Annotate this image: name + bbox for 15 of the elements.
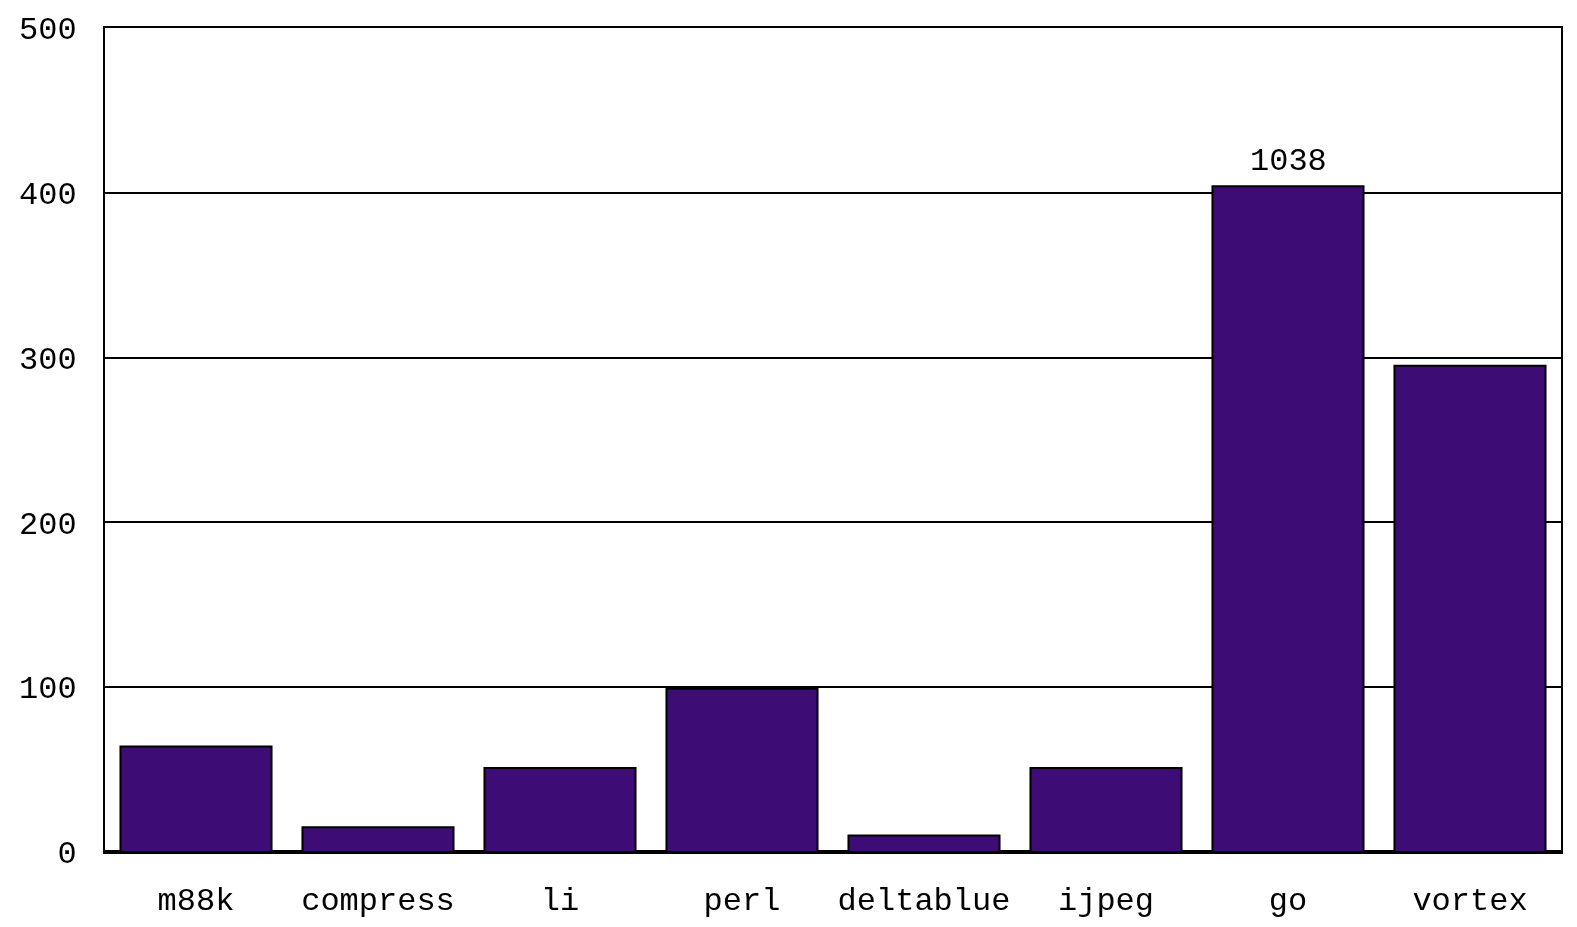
x-tick-label: ijpeg bbox=[1057, 883, 1155, 921]
y-tick-label: 400 bbox=[18, 177, 77, 214]
x-tick-label: go bbox=[1268, 883, 1308, 921]
x-tick-label: perl bbox=[703, 883, 781, 921]
y-tick-label: 500 bbox=[18, 12, 77, 50]
y-tick-label: 200 bbox=[18, 506, 77, 544]
y-tick-label: 100 bbox=[18, 671, 77, 709]
x-tick-label: deltablue bbox=[837, 883, 1011, 921]
y-tick-label: 300 bbox=[18, 341, 77, 379]
annotation: 1038 bbox=[1250, 143, 1327, 180]
x-tick-label: vortex bbox=[1412, 883, 1528, 921]
x-tick-label: li bbox=[540, 883, 580, 921]
y-tick-label: 0 bbox=[57, 836, 77, 874]
x-tick-label: m88k bbox=[157, 883, 235, 921]
x-tick-label: compress bbox=[301, 883, 455, 921]
